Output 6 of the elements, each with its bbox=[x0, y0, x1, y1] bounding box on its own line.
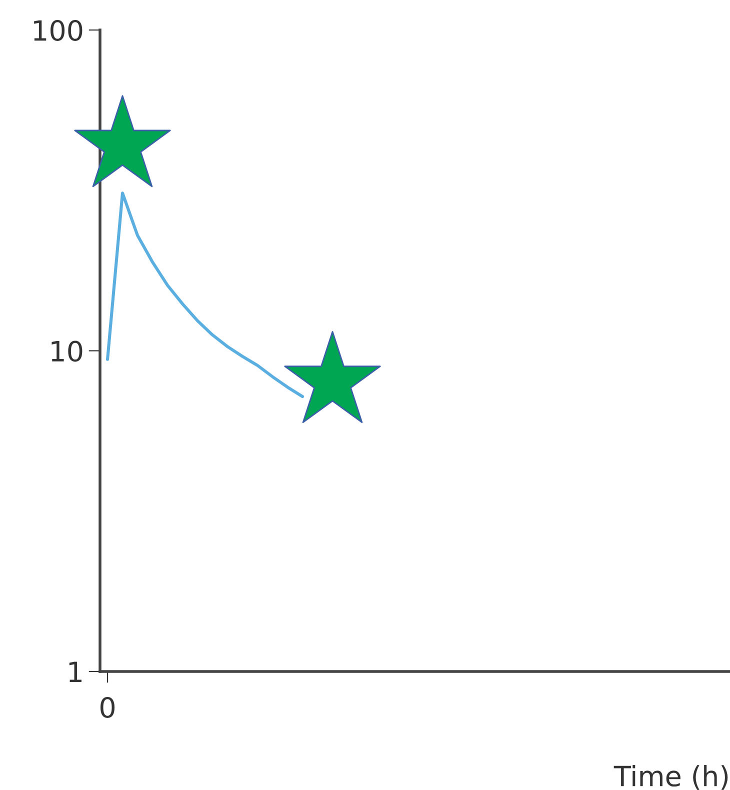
y-tick-label: 1 bbox=[69, 662, 82, 682]
x-tick-label: 0 bbox=[100, 696, 114, 718]
line-series bbox=[106, 192, 304, 398]
x-axis-title: Time (h) bbox=[614, 765, 728, 790]
y-tick-label: 100 bbox=[34, 20, 82, 41]
y-tick-label: 10 bbox=[52, 340, 82, 362]
